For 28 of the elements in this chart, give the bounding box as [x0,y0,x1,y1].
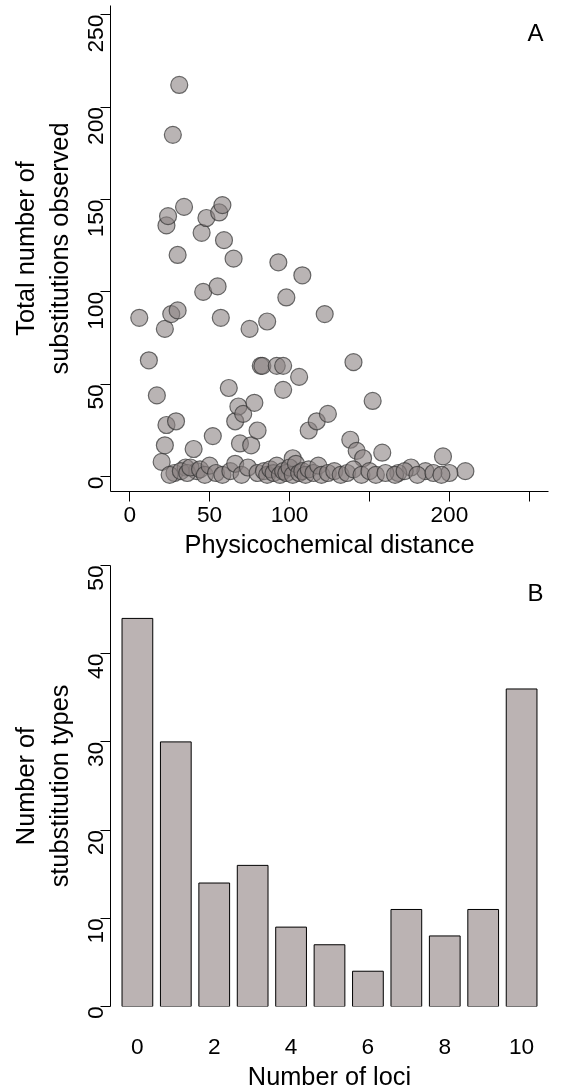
y-tick-label: 10 [82,918,108,944]
x-tick-label: 50 [197,500,223,527]
y-tick-label: 150 [82,199,108,238]
annotation: A [527,18,544,46]
annotation: B [527,578,544,606]
x-tick-label: 10 [509,1032,535,1059]
y-axis-title: Total number of substitutions observed [10,122,73,375]
x-tick-label: 200 [430,500,469,527]
y-tick-label: 0 [82,476,108,490]
y-tick-label: 20 [82,830,108,856]
x-tick-label: 6 [361,1032,375,1059]
x-axis-title: Number of loci [247,1061,412,1090]
x-tick-label: 2 [207,1032,221,1059]
x-tick-label: 4 [284,1032,298,1059]
x-tick-label: 100 [270,500,309,527]
x-tick-label: 0 [123,500,136,527]
x-tick-label: 8 [438,1032,452,1059]
y-axis-title: Number of stubstitution types [10,684,73,888]
y-tick-label: 200 [82,107,108,145]
x-tick-label: 0 [131,1032,144,1059]
x-axis-title: Physicochemical distance [184,529,475,558]
y-tick-label: 40 [82,653,108,679]
y-tick-label: 250 [82,14,108,53]
y-tick-label: 0 [82,1006,108,1020]
y-tick-label: 100 [82,291,108,330]
y-tick-label: 50 [82,384,108,410]
y-tick-label: 30 [82,741,108,768]
y-tick-label: 50 [82,565,108,591]
